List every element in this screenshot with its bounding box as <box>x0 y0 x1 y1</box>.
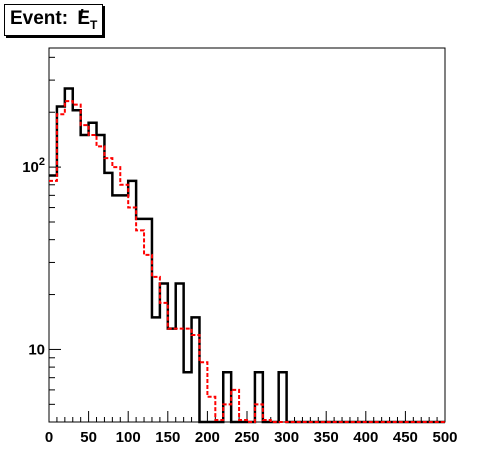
x-tick-label: 100 <box>116 429 141 446</box>
title-prefix: Event: <box>10 8 74 30</box>
x-tick-label: 0 <box>45 429 53 446</box>
title-box: Event: E / T <box>4 4 104 36</box>
histogram-series <box>49 87 445 424</box>
x-tick-label: 350 <box>314 429 339 446</box>
y-tick-label: 102 <box>22 156 45 176</box>
met-symbol: E / T <box>77 7 98 32</box>
x-tick-label: 450 <box>393 429 418 446</box>
met-letter: E <box>77 8 91 30</box>
x-tick-label: 250 <box>234 429 259 446</box>
met-slash: / <box>78 7 84 29</box>
x-tick-label: 50 <box>80 429 97 446</box>
y-tick-label: 10 <box>28 341 45 358</box>
met-subscript: T <box>90 17 98 32</box>
x-tick-label: 300 <box>274 429 299 446</box>
x-axis-ticks: 0 50 100 150 200 250 300 350 400 450 500 <box>45 411 458 446</box>
x-tick-label: 400 <box>353 429 378 446</box>
y-tick-label-exponent: 2 <box>39 156 45 168</box>
y-tick-label-base: 10 <box>22 159 39 176</box>
x-tick-label: 150 <box>155 429 180 446</box>
plot-frame <box>48 47 446 423</box>
x-tick-label: 200 <box>195 429 220 446</box>
x-tick-label: 500 <box>432 429 457 446</box>
series-1-dashed <box>49 100 445 423</box>
y-tick-label-base: 10 <box>28 341 45 358</box>
chart-title: Event: E / T <box>10 7 98 32</box>
series-0-solid <box>49 87 445 424</box>
